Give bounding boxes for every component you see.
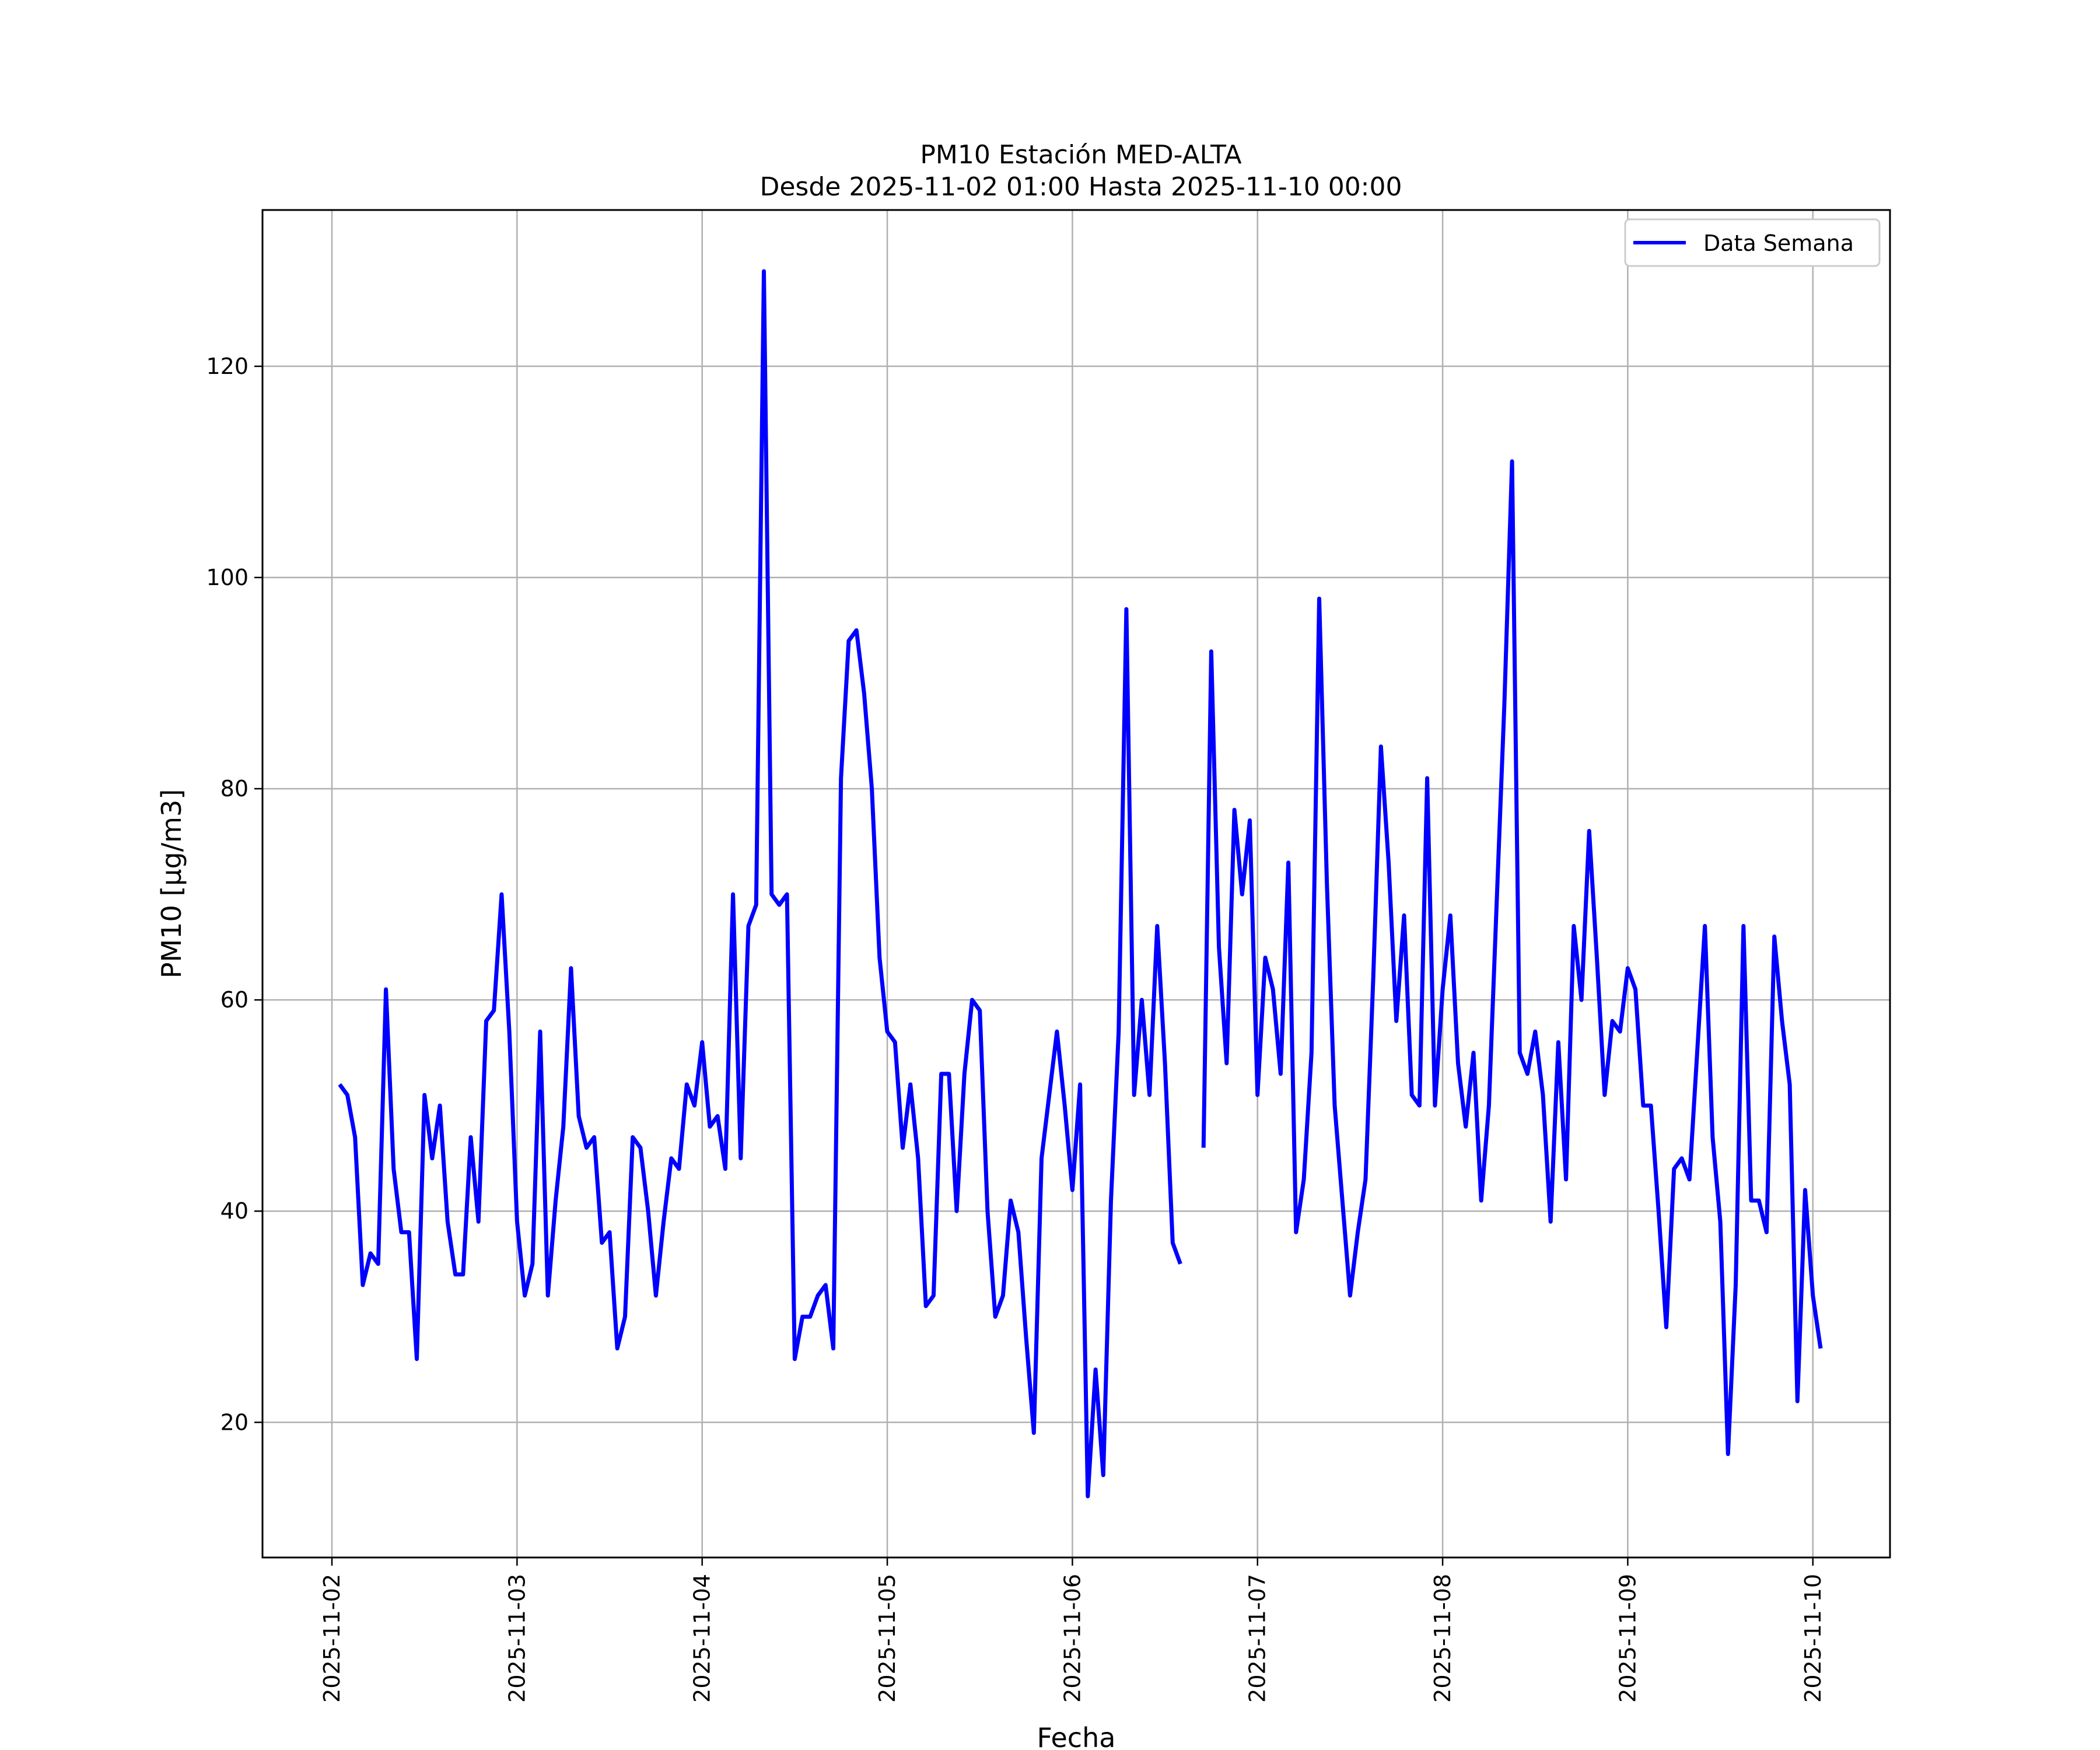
x-tick-label: 2025-11-04 [690, 1574, 715, 1703]
y-tick-label: 100 [206, 565, 249, 590]
series-lines [338, 269, 1823, 1499]
y-axis-label: PM10 [µg/m3] [156, 789, 187, 979]
y-axis-ticks: 20 40 60 80 100 120 [206, 354, 262, 1435]
grid-lines [262, 210, 1890, 1558]
y-tick-label: 20 [220, 1409, 249, 1435]
plot-frame [261, 209, 1891, 1559]
y-tick-label: 80 [220, 776, 249, 802]
x-tick-label: 2025-11-09 [1615, 1574, 1640, 1703]
x-tick-label: 2025-11-02 [319, 1574, 345, 1703]
legend-label: Data Semana [1703, 230, 1854, 256]
x-tick-label: 2025-11-07 [1245, 1574, 1270, 1703]
series-line [338, 269, 1823, 1499]
x-tick-label: 2025-11-08 [1430, 1574, 1455, 1703]
x-axis-ticks: 2025-11-02 2025-11-03 2025-11-04 2025-11-05… [319, 1558, 1826, 1703]
chart-subtitle: Desde 2025-11-02 01:00 Hasta 2025-11-10 … [760, 172, 1402, 202]
x-tick-label: 2025-11-03 [504, 1574, 530, 1703]
legend: Data Semana [1624, 218, 1881, 267]
y-tick-label: 120 [206, 354, 249, 379]
x-axis-label: Fecha [1037, 1722, 1116, 1750]
y-tick-label: 60 [220, 987, 249, 1013]
legend-box [1624, 218, 1881, 267]
x-tick-label: 2025-11-06 [1059, 1574, 1085, 1703]
x-tick-label: 2025-11-10 [1800, 1574, 1826, 1703]
chart-title: PM10 Estación MED-ALTA [920, 140, 1241, 170]
x-tick-label: 2025-11-05 [874, 1574, 900, 1703]
y-tick-label: 40 [220, 1198, 249, 1224]
